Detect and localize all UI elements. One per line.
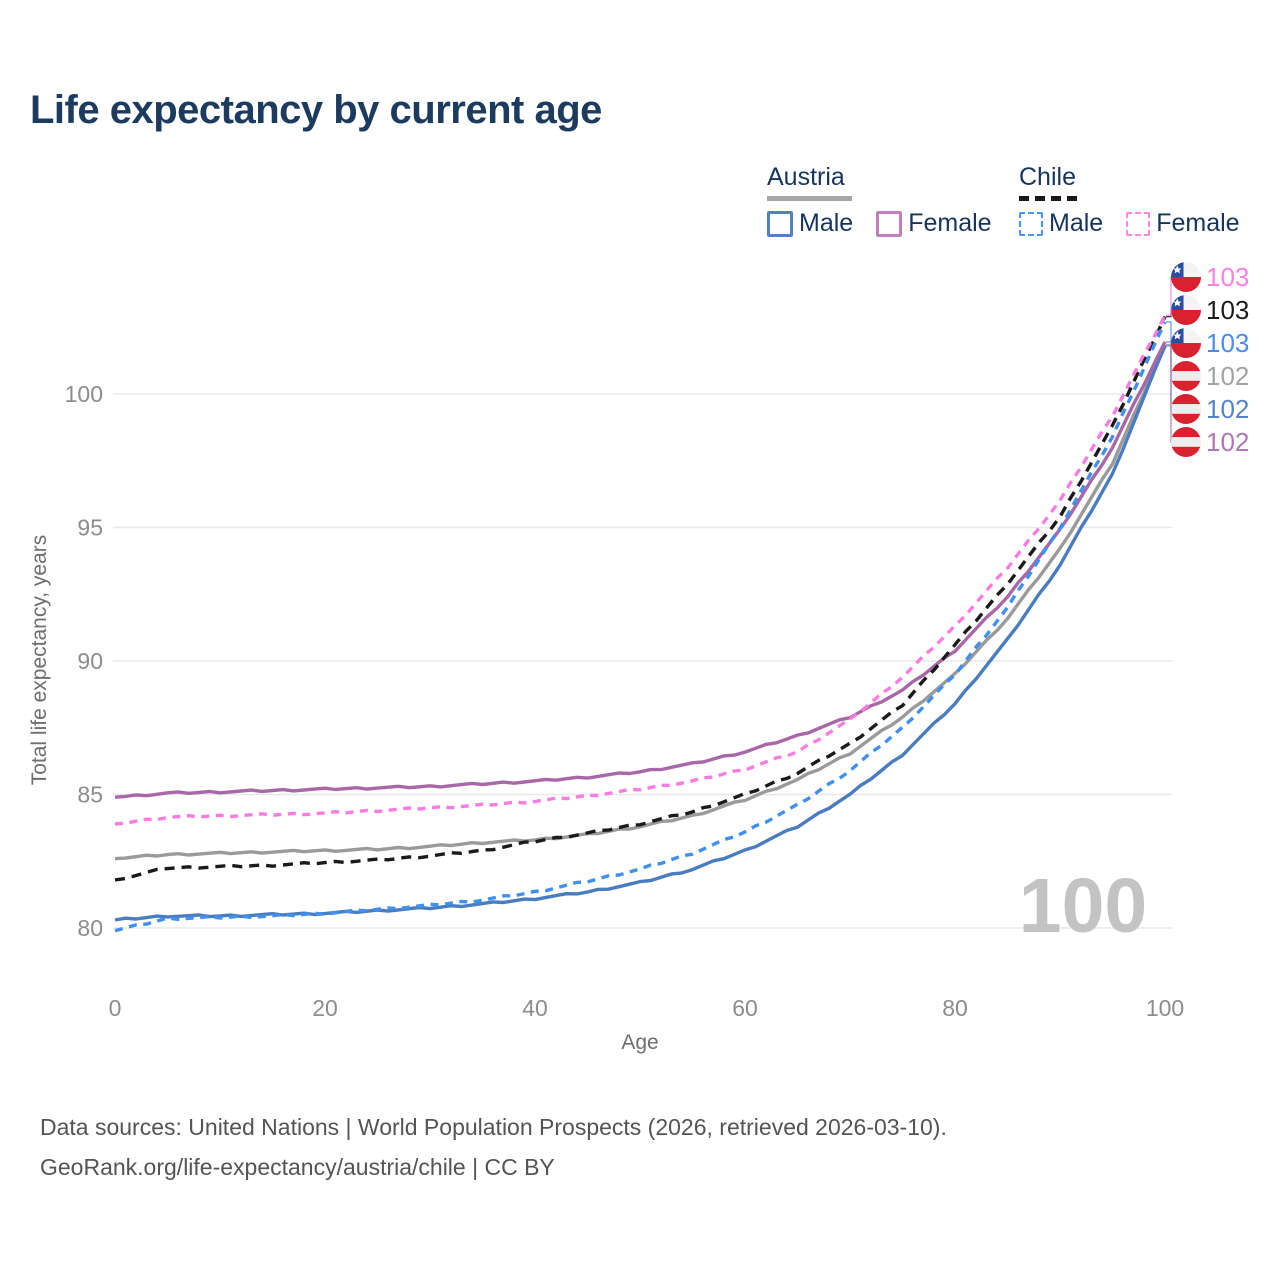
legend-item-chile-male[interactable]: Male [1019, 209, 1103, 238]
austria-flag-icon [1171, 361, 1201, 391]
age-watermark: 100 [1019, 863, 1147, 949]
x-tick-label: 40 [522, 995, 548, 1021]
legend-checkbox-chile-female[interactable] [1126, 211, 1151, 236]
chile-flag-icon [1171, 262, 1201, 292]
legend-checkbox-chile-male[interactable] [1019, 211, 1043, 236]
x-tick-label: 0 [109, 995, 122, 1021]
x-axis-title: Age [621, 1031, 658, 1054]
page-title: Life expectancy by current age [30, 88, 602, 132]
footer: Data sources: United Nations | World Pop… [40, 1107, 947, 1187]
end-label-value-austria-male: 102 [1206, 394, 1249, 424]
gridlines [113, 393, 1172, 929]
chile-flag-icon [1171, 295, 1201, 325]
footer-link: GeoRank.org/life-expectancy/austria/chil… [40, 1154, 555, 1180]
legend-checkbox-austria-male[interactable] [767, 210, 793, 237]
end-label-connector-austria-female [1166, 341, 1180, 443]
series-line-chile-total[interactable] [114, 315, 1167, 882]
legend-group-austria: Austria Male Female [767, 163, 1015, 238]
legend-group-chile: Chile Male Female [1019, 163, 1263, 238]
austria-flag-icon [1171, 394, 1201, 424]
series-line-austria-male[interactable] [114, 345, 1167, 922]
x-tick-label: 100 [1146, 995, 1184, 1021]
end-label-value-chile-total: 103 [1206, 295, 1249, 325]
end-label-value-chile-male: 103 [1206, 328, 1249, 358]
legend-checkbox-austria-female[interactable] [876, 210, 903, 237]
legend-label-chile-female: Female [1156, 209, 1240, 237]
legend-item-austria-female[interactable]: Female [876, 209, 992, 238]
end-label-value-austria-total: 102 [1206, 361, 1249, 391]
x-tick-label: 20 [312, 995, 338, 1021]
series-lines [114, 314, 1167, 933]
end-label-value-austria-female: 102 [1206, 427, 1249, 457]
y-tick-label: 95 [77, 515, 103, 541]
chile-flag-icon [1171, 328, 1201, 358]
series-line-chile-male[interactable] [114, 321, 1167, 933]
austria-flag-icon [1171, 427, 1201, 457]
legend-group-title-austria[interactable]: Austria [767, 163, 845, 191]
legend-item-chile-female[interactable]: Female [1126, 209, 1240, 238]
x-tick-label: 80 [942, 995, 968, 1021]
legend-label-chile-male: Male [1049, 209, 1104, 237]
y-tick-label: 85 [77, 782, 103, 808]
y-tick-label: 100 [65, 381, 103, 407]
legend-group-title-chile[interactable]: Chile [1019, 163, 1076, 191]
y-tick-label: 80 [77, 915, 103, 941]
legend-line-sample-austria [767, 196, 852, 201]
y-axis-title: Total life expectancy, years [28, 535, 51, 786]
footer-sources: Data sources: United Nations | World Pop… [40, 1114, 947, 1140]
end-label-value-chile-female: 103 [1206, 262, 1249, 292]
axis-ticks: 80 85 90 95 100 0 20 40 60 80 100 [65, 381, 1185, 1021]
series-line-austria-female[interactable] [114, 341, 1167, 799]
series-line-chile-female[interactable] [114, 314, 1167, 826]
y-tick-label: 90 [77, 648, 103, 674]
series-line-austria-total[interactable] [114, 343, 1167, 861]
legend-item-austria-male[interactable]: Male [767, 209, 853, 238]
x-tick-label: 60 [732, 995, 758, 1021]
legend-label-austria-male: Male [799, 209, 854, 237]
legend-line-sample-chile [1019, 196, 1077, 201]
legend-label-austria-female: Female [908, 209, 992, 237]
